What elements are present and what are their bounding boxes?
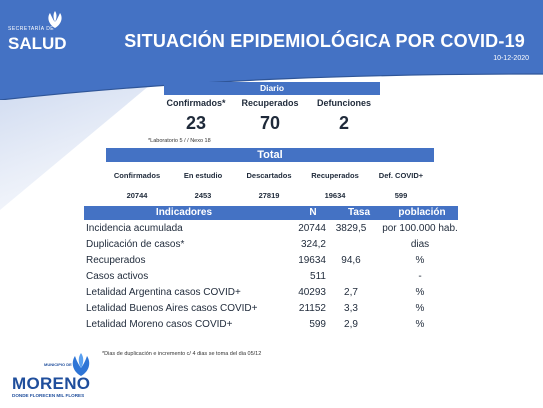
report-date: 10-12-2020 (493, 55, 529, 62)
salud-logo: SECRETARÍA DE SALUD (8, 10, 68, 54)
row-n: 511 (310, 271, 326, 282)
row-poblacion: % (415, 319, 425, 330)
diario-defunciones-value: 2 (338, 113, 349, 133)
moreno-municipio-text: MUNICIPIO DE (44, 362, 72, 367)
total-recuperados-value: 19634 (324, 191, 346, 200)
row-poblacion: - (418, 271, 422, 282)
row-tasa: 3829,5 (335, 223, 367, 234)
diario-confirmados-value: 23 (185, 113, 207, 133)
total-en-estudio-label: En estudio (183, 171, 223, 180)
row-name: Letalidad Buenos Aires casos COVID+ (86, 303, 258, 314)
footnote: *Dias de duplicación e incremento c/ 4 d… (102, 351, 262, 357)
row-n: 599 (309, 319, 326, 330)
diario-confirmados-label: Confirmados* (166, 98, 226, 108)
row-tasa: 3,3 (344, 303, 358, 314)
header-poblacion: población (398, 207, 446, 218)
diario-recuperados-label: Recuperados (241, 98, 299, 108)
header-indicadores: Indicadores (155, 207, 213, 218)
row-name: Duplicación de casos* (86, 239, 185, 250)
row-poblacion: % (415, 287, 425, 298)
total-def-covid-value: 599 (394, 191, 408, 200)
total-bar: Total (106, 148, 434, 162)
row-name: Recuperados (86, 255, 146, 266)
moreno-flower-icon (72, 353, 90, 376)
row-n: 40293 (298, 287, 326, 298)
row-poblacion: % (415, 255, 425, 266)
row-poblacion: % (415, 303, 425, 314)
diario-defunciones-label: Defunciones (316, 98, 371, 108)
row-n: 324,2 (300, 239, 326, 250)
table-row: Incidencia acumulada 20744 3829,5 por 10… (86, 223, 466, 239)
total-confirmados-label: Confirmados (113, 171, 161, 180)
total-en-estudio-value: 2453 (194, 191, 212, 200)
table-row: Letalidad Buenos Aires casos COVID+ 2115… (86, 303, 466, 319)
table-row: Recuperados 19634 94,6 % (86, 255, 466, 271)
row-poblacion: por 100.000 hab. (382, 223, 458, 234)
row-name: Letalidad Moreno casos COVID+ (86, 319, 233, 330)
total-def-covid-label: Def. COVID+ (378, 171, 424, 180)
table-row: Duplicación de casos* 324,2 dias (86, 239, 466, 255)
logo-big-text: SALUD (8, 34, 67, 53)
row-n: 19634 (298, 255, 326, 266)
row-tasa: 2,7 (344, 287, 358, 298)
row-name: Casos activos (86, 271, 149, 282)
moreno-tagline: DONDE FLORECEN MIL FLORES (12, 393, 85, 398)
row-poblacion: dias (410, 239, 430, 250)
moreno-name: MORENO (12, 374, 91, 393)
indicadores-header: Indicadores N Tasa población (84, 206, 458, 220)
table-row: Casos activos 511 - (86, 271, 466, 287)
total-confirmados-value: 20744 (126, 191, 148, 200)
table-row: Letalidad Argentina casos COVID+ 40293 2… (86, 287, 466, 303)
row-tasa: 94,6 (341, 255, 361, 266)
diario-note: *Laboratorio 5 / / Nexo 18 (148, 138, 211, 144)
page-title: SITUACIÓN EPIDEMIOLÓGICA POR COVID-19 (124, 31, 525, 51)
row-name: Letalidad Argentina casos COVID+ (86, 287, 241, 298)
row-tasa: 2,9 (344, 319, 358, 330)
diario-recuperados-value: 70 (259, 113, 281, 133)
moreno-logo: MUNICIPIO DE MORENO DONDE FLORECEN MIL F… (8, 352, 98, 402)
total-descartados-label: Descartados (246, 171, 292, 180)
flower-icon (48, 11, 62, 28)
diario-bar: Diario (164, 82, 380, 95)
row-n: 20744 (298, 223, 326, 234)
header-curve (0, 60, 543, 100)
total-descartados-value: 27819 (258, 191, 280, 200)
logo-small-text: SECRETARÍA DE (8, 26, 55, 32)
table-row: Letalidad Moreno casos COVID+ 599 2,9 % (86, 319, 466, 335)
row-n: 21152 (298, 303, 326, 314)
header-n: N (309, 207, 317, 218)
header-tasa: Tasa (347, 207, 371, 218)
total-recuperados-label: Recuperados (311, 171, 359, 180)
row-name: Incidencia acumulada (86, 223, 183, 234)
